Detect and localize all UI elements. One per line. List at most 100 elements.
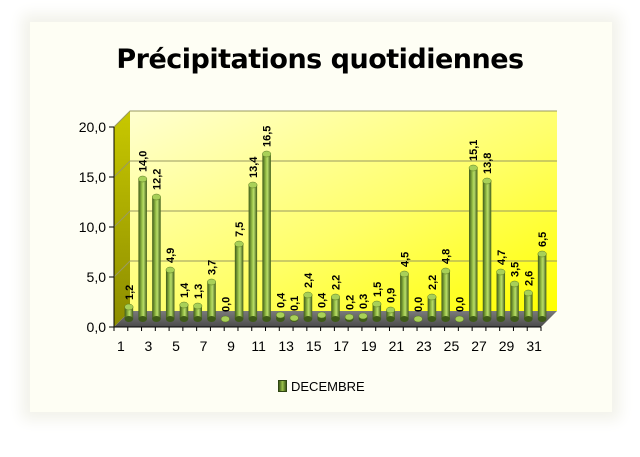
y-axis-ticks: 0,0 5,0 10,0 15,0 20,0 — [79, 119, 541, 335]
x-tick-label: 5 — [172, 338, 180, 354]
gridline — [113, 210, 557, 228]
data-label: 0,4 — [317, 292, 329, 308]
bar-body — [193, 306, 203, 319]
bar — [468, 164, 478, 322]
bar-top — [220, 315, 230, 323]
data-label: 4,7 — [496, 250, 508, 265]
bar-base — [248, 316, 258, 322]
data-label: 2,2 — [427, 275, 439, 290]
bar — [275, 311, 285, 322]
data-label: 0,1 — [289, 296, 301, 311]
x-axis-ticks: 1 3 5 7 9 11 13 15 17 19 21 23 25 27 29 31 — [113, 327, 542, 354]
data-label: 16,5 — [262, 126, 274, 147]
bar-body — [468, 168, 478, 319]
data-label: 13,4 — [248, 156, 260, 178]
x-tick-label: 29 — [499, 338, 515, 354]
x-tick-label: 15 — [306, 338, 322, 354]
bar-base — [193, 316, 203, 322]
bar-base — [179, 316, 189, 322]
bar-base — [207, 316, 216, 322]
bar-top — [262, 150, 272, 158]
bar-top — [234, 240, 244, 248]
bar-top — [207, 278, 217, 286]
bar-top — [275, 311, 285, 319]
bar — [454, 315, 464, 323]
bar — [427, 293, 437, 322]
bar-top — [454, 315, 464, 323]
bar-base — [303, 316, 313, 322]
bar-series — [124, 150, 547, 323]
bar-base — [510, 316, 519, 322]
bar — [331, 293, 340, 322]
bar-base — [400, 316, 409, 322]
bar-base — [138, 316, 147, 322]
bar — [317, 311, 327, 322]
x-tick-label: 25 — [444, 338, 460, 354]
x-tick-label: 19 — [361, 338, 377, 354]
bar-top — [344, 313, 354, 321]
data-label: 2,2 — [331, 275, 343, 290]
bar-base — [165, 316, 175, 322]
y-tick-label: 20,0 — [79, 119, 106, 135]
bar-base — [262, 316, 271, 322]
bar-body — [386, 310, 395, 319]
bar-body — [179, 305, 189, 319]
bar-base — [124, 316, 134, 322]
gridlines — [113, 110, 557, 278]
data-label: 0,0 — [454, 297, 466, 312]
x-tick-label: 1 — [117, 338, 125, 354]
data-label: 12,2 — [151, 169, 163, 190]
bar-top — [537, 250, 547, 258]
data-label: 4,5 — [399, 252, 411, 267]
x-tick-label: 3 — [145, 338, 153, 354]
data-label: 13,8 — [482, 153, 494, 174]
data-label: 0,0 — [413, 297, 425, 312]
bar — [138, 175, 148, 322]
bar-top — [427, 293, 437, 301]
bar-base — [441, 316, 450, 322]
bar — [165, 266, 175, 322]
chart-title: Précipitations quotidiennes — [116, 44, 524, 75]
bar-body — [152, 197, 161, 319]
x-tick-label: 11 — [251, 338, 266, 354]
bar-base — [537, 316, 547, 322]
y-tick-label: 0,0 — [87, 319, 107, 335]
x-tick-label: 27 — [471, 338, 487, 354]
bar-top — [151, 193, 161, 201]
bar-base — [482, 316, 492, 322]
y-tick-label: 15,0 — [79, 169, 106, 185]
bar-body — [262, 154, 271, 319]
x-tick-label: 31 — [526, 338, 542, 354]
value-labels: 1,2 14,012,2 4,9 1,4 1,33,7 0,0 7,5 13,416,5 0,4… — [124, 126, 549, 312]
bar — [248, 181, 258, 322]
bar-body — [138, 179, 147, 319]
bar-body — [496, 272, 506, 319]
data-label: 1,3 — [193, 284, 205, 299]
bar-top — [248, 181, 258, 189]
bar — [399, 270, 409, 322]
bar-body — [331, 297, 340, 319]
bar-base — [427, 316, 437, 322]
bar — [537, 250, 547, 322]
bar — [303, 291, 313, 322]
bar-top — [399, 270, 409, 278]
bar-body — [372, 304, 382, 319]
data-label: 7,5 — [234, 222, 246, 237]
bar — [413, 315, 423, 323]
bar-body — [482, 181, 492, 319]
data-label: 2,6 — [523, 271, 535, 286]
data-label: 2,4 — [303, 272, 315, 288]
bar-top — [193, 302, 203, 310]
bar-body — [510, 284, 519, 319]
data-label: 4,9 — [165, 248, 177, 263]
data-label: 0,9 — [386, 288, 398, 303]
bar — [193, 302, 203, 322]
bar-top — [510, 280, 520, 288]
x-tick-label: 9 — [227, 338, 235, 354]
bar-body — [524, 293, 533, 319]
bar-top — [124, 303, 134, 311]
data-label: 3,5 — [510, 262, 522, 277]
data-label: 0,0 — [220, 297, 232, 312]
bar-top — [386, 306, 396, 314]
